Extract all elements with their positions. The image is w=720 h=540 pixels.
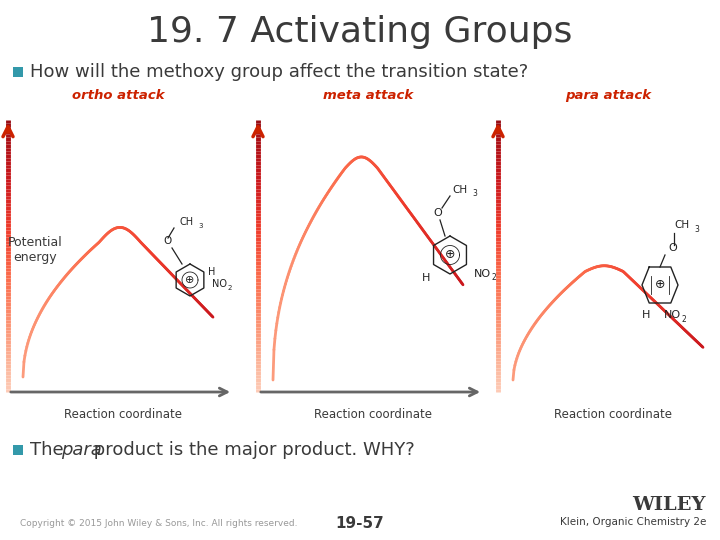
Text: Reaction coordinate: Reaction coordinate <box>64 408 182 421</box>
Text: H: H <box>642 310 650 320</box>
Text: 3: 3 <box>472 190 477 199</box>
Text: NO: NO <box>664 310 681 320</box>
Text: 3: 3 <box>198 223 202 229</box>
Text: ⊕: ⊕ <box>654 279 665 292</box>
Text: 2: 2 <box>492 273 497 282</box>
Text: 3: 3 <box>694 225 699 233</box>
Text: CH: CH <box>452 185 467 195</box>
Text: CH: CH <box>674 220 689 230</box>
Text: Potential
energy: Potential energy <box>8 236 63 264</box>
Text: 19-57: 19-57 <box>336 516 384 530</box>
Text: How will the methoxy group affect the transition state?: How will the methoxy group affect the tr… <box>30 63 528 81</box>
Text: NO: NO <box>212 279 227 289</box>
Text: Reaction coordinate: Reaction coordinate <box>314 408 432 421</box>
Text: Copyright © 2015 John Wiley & Sons, Inc. All rights reserved.: Copyright © 2015 John Wiley & Sons, Inc.… <box>20 518 297 528</box>
Text: The: The <box>30 441 69 459</box>
Text: ortho attack: ortho attack <box>72 89 164 102</box>
Text: Reaction coordinate: Reaction coordinate <box>554 408 672 421</box>
Text: NO: NO <box>474 269 491 279</box>
Text: ⊕: ⊕ <box>445 248 455 261</box>
Text: H: H <box>208 267 215 277</box>
Text: O: O <box>668 243 677 253</box>
Text: O: O <box>433 208 442 218</box>
Text: meta attack: meta attack <box>323 89 413 102</box>
Text: WILEY: WILEY <box>632 496 706 514</box>
Text: 19. 7 Activating Groups: 19. 7 Activating Groups <box>148 15 572 49</box>
Text: H: H <box>422 273 430 283</box>
Text: para attack: para attack <box>565 89 651 102</box>
Text: 2: 2 <box>682 314 687 323</box>
Text: 2: 2 <box>228 285 233 291</box>
Text: product is the major product. WHY?: product is the major product. WHY? <box>88 441 415 459</box>
Text: CH: CH <box>180 217 194 227</box>
Text: ⊕: ⊕ <box>185 275 194 285</box>
Text: O: O <box>164 236 172 246</box>
Text: Klein, Organic Chemistry 2e: Klein, Organic Chemistry 2e <box>559 517 706 527</box>
Text: para: para <box>61 441 102 459</box>
